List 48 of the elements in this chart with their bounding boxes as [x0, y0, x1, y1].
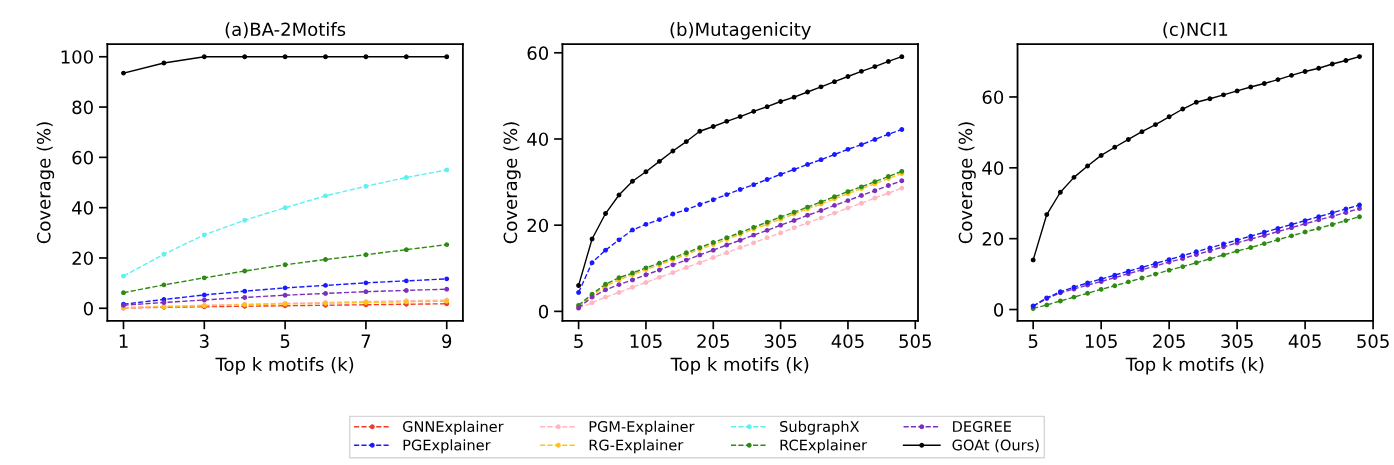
x-axis-title: Top k motifs (k) — [215, 357, 354, 375]
x-tick-label: 305 — [1221, 334, 1253, 349]
x-tick-label: 1 — [119, 334, 128, 348]
x-tick-label: 205 — [1153, 334, 1185, 349]
x-tick-label: 405 — [1288, 334, 1321, 349]
x-axis-title: Top k motifs (k) — [670, 357, 809, 375]
y-tick-label: 20 — [527, 218, 549, 233]
chart-title: (c)NCI1 — [1163, 22, 1228, 39]
x-tick-label: 405 — [831, 334, 864, 349]
legend-label: RCExplainer — [780, 439, 868, 454]
legend-label: GOAt (Ours) — [952, 439, 1039, 453]
x-tick-label: 105 — [1085, 334, 1117, 349]
legend-label: GNNExplainer — [403, 420, 504, 435]
y-tick-label: 100 — [61, 50, 93, 64]
y-tick-label: 80 — [72, 100, 93, 115]
x-axis-title: Top k motifs (k) — [1125, 357, 1264, 375]
y-tick-label: 20 — [72, 251, 93, 266]
x-tick-label: 7 — [361, 334, 371, 348]
x-tick-label: 9 — [442, 334, 452, 349]
y-tick-label: 40 — [982, 161, 1004, 175]
x-tick-label: 105 — [630, 334, 662, 349]
y-axis-title: Coverage (%) — [36, 122, 55, 244]
chart-title: (b)Mutagenicity — [670, 22, 811, 40]
y-tick-label: 60 — [982, 90, 1004, 105]
x-tick-label: 5 — [574, 334, 583, 349]
legend-label: RG-Explainer — [589, 439, 684, 454]
legend-label: DEGREE — [953, 420, 1012, 433]
y-tick-label: 40 — [72, 201, 93, 215]
y-axis-title: Coverage (%) — [958, 122, 976, 244]
legend-label: PGM-Explainer — [589, 420, 695, 435]
legend-label: PGExplainer — [403, 439, 491, 454]
x-tick-label: 205 — [697, 334, 729, 349]
x-tick-label: 5 — [280, 334, 290, 349]
y-tick-label: 40 — [527, 132, 549, 147]
x-tick-label: 305 — [764, 334, 797, 349]
chart-title: (a)BA-2Motifs — [225, 22, 346, 39]
y-axis-title: Coverage (%) — [503, 122, 521, 244]
x-tick-label: 3 — [199, 334, 209, 349]
y-tick-label: 20 — [982, 232, 1004, 246]
x-tick-label: 5 — [1028, 334, 1038, 349]
y-tick-label: 0 — [83, 301, 93, 316]
y-tick-label: 60 — [527, 46, 549, 60]
x-tick-label: 505 — [899, 334, 931, 349]
y-tick-label: 0 — [994, 302, 1004, 317]
y-tick-label: 0 — [538, 304, 549, 319]
y-tick-label: 60 — [72, 150, 93, 165]
x-tick-label: 505 — [1357, 334, 1389, 349]
legend-label: SubgraphX — [780, 420, 860, 435]
